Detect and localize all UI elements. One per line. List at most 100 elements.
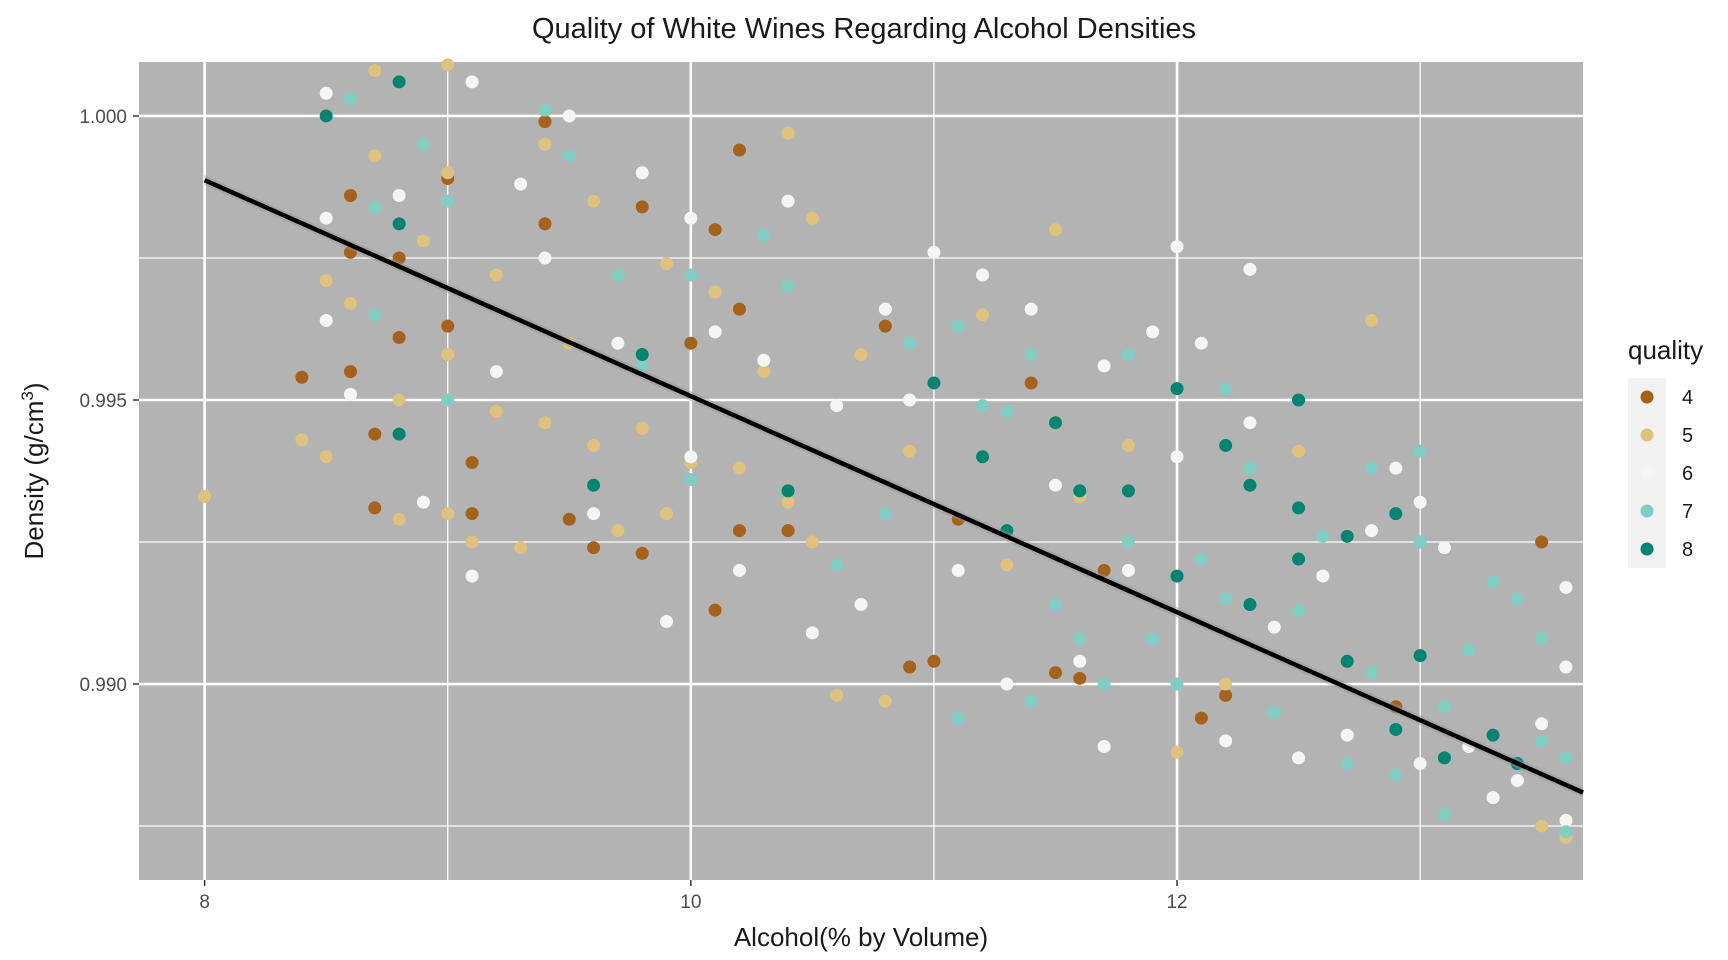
data-point — [1292, 444, 1306, 458]
chart-title: Quality of White Wines Regarding Alcohol… — [532, 13, 1196, 45]
data-point — [587, 541, 601, 555]
data-point — [757, 228, 771, 242]
data-point — [392, 393, 406, 407]
data-point — [319, 450, 333, 464]
data-point — [1292, 501, 1306, 515]
data-point — [1389, 461, 1403, 475]
data-point — [1243, 262, 1257, 276]
legend-swatch — [1640, 428, 1654, 442]
data-point — [587, 438, 601, 452]
data-point — [295, 433, 309, 447]
data-point — [611, 336, 625, 350]
data-point — [878, 319, 892, 333]
y-axis-label-suffix: ) — [19, 382, 49, 391]
data-point — [1340, 757, 1354, 771]
data-point — [319, 109, 333, 123]
data-point — [538, 217, 552, 231]
data-point — [1365, 461, 1379, 475]
data-point — [441, 58, 455, 72]
data-point — [1243, 461, 1257, 475]
data-point — [1121, 535, 1135, 549]
data-point — [1340, 654, 1354, 668]
legend-label: 6 — [1682, 463, 1693, 485]
data-point — [1559, 660, 1573, 674]
data-point — [368, 149, 382, 163]
data-point — [903, 444, 917, 458]
data-point — [538, 115, 552, 129]
data-point — [708, 603, 722, 617]
data-point — [392, 512, 406, 526]
data-point — [1535, 717, 1549, 731]
data-point — [903, 336, 917, 350]
data-point — [587, 194, 601, 208]
data-point — [562, 149, 576, 163]
data-point — [1437, 700, 1451, 714]
data-point — [684, 336, 698, 350]
data-point — [465, 535, 479, 549]
data-point — [805, 211, 819, 225]
y-tick-label: 1.000 — [79, 107, 127, 128]
data-point — [903, 660, 917, 674]
y-axis-label: Density (g/cm3) — [18, 382, 49, 559]
data-point — [1219, 382, 1233, 396]
x-tick-label: 12 — [1166, 892, 1187, 913]
data-point — [1413, 757, 1427, 771]
data-point — [1340, 529, 1354, 543]
legend-title: quality — [1628, 335, 1703, 365]
x-axis: 8 10 12 — [199, 880, 1188, 913]
data-point — [319, 313, 333, 327]
data-point — [1170, 382, 1184, 396]
data-point — [757, 353, 771, 367]
data-point — [635, 546, 649, 560]
data-point — [562, 512, 576, 526]
data-point — [465, 569, 479, 583]
data-point — [781, 495, 795, 509]
legend-label: 4 — [1682, 387, 1693, 409]
data-point — [1219, 592, 1233, 606]
data-point — [927, 376, 941, 390]
data-point — [805, 535, 819, 549]
data-point — [1097, 740, 1111, 754]
data-point — [441, 348, 455, 362]
data-point — [732, 461, 746, 475]
data-points — [198, 58, 1573, 844]
series-quality-6 — [319, 75, 1573, 827]
data-point — [805, 626, 819, 640]
data-point — [611, 524, 625, 538]
data-point — [1097, 359, 1111, 373]
legend-label: 8 — [1682, 539, 1693, 561]
data-point — [1073, 484, 1087, 498]
data-point — [1194, 336, 1208, 350]
data-point — [1243, 478, 1257, 492]
data-point — [392, 427, 406, 441]
data-point — [1121, 438, 1135, 452]
legend-swatch — [1640, 466, 1654, 480]
data-point — [684, 450, 698, 464]
data-point — [1389, 507, 1403, 521]
data-point — [1121, 563, 1135, 577]
data-point — [1559, 825, 1573, 839]
data-point — [660, 257, 674, 271]
data-point — [1170, 677, 1184, 691]
data-point — [368, 64, 382, 78]
y-tick-label: 0.990 — [79, 675, 127, 696]
data-point — [538, 103, 552, 117]
data-point — [441, 507, 455, 521]
data-point — [319, 274, 333, 288]
data-point — [854, 597, 868, 611]
data-point — [587, 478, 601, 492]
data-point — [1365, 313, 1379, 327]
data-point — [1073, 671, 1087, 685]
data-point — [1048, 478, 1062, 492]
y-tick-label: 0.995 — [79, 391, 127, 412]
data-point — [392, 331, 406, 345]
data-point — [1194, 711, 1208, 725]
data-point — [1413, 535, 1427, 549]
data-point — [441, 393, 455, 407]
data-point — [1170, 450, 1184, 464]
data-point — [1413, 444, 1427, 458]
data-point — [854, 348, 868, 362]
data-point — [562, 109, 576, 123]
data-point — [441, 319, 455, 333]
data-point — [465, 455, 479, 469]
